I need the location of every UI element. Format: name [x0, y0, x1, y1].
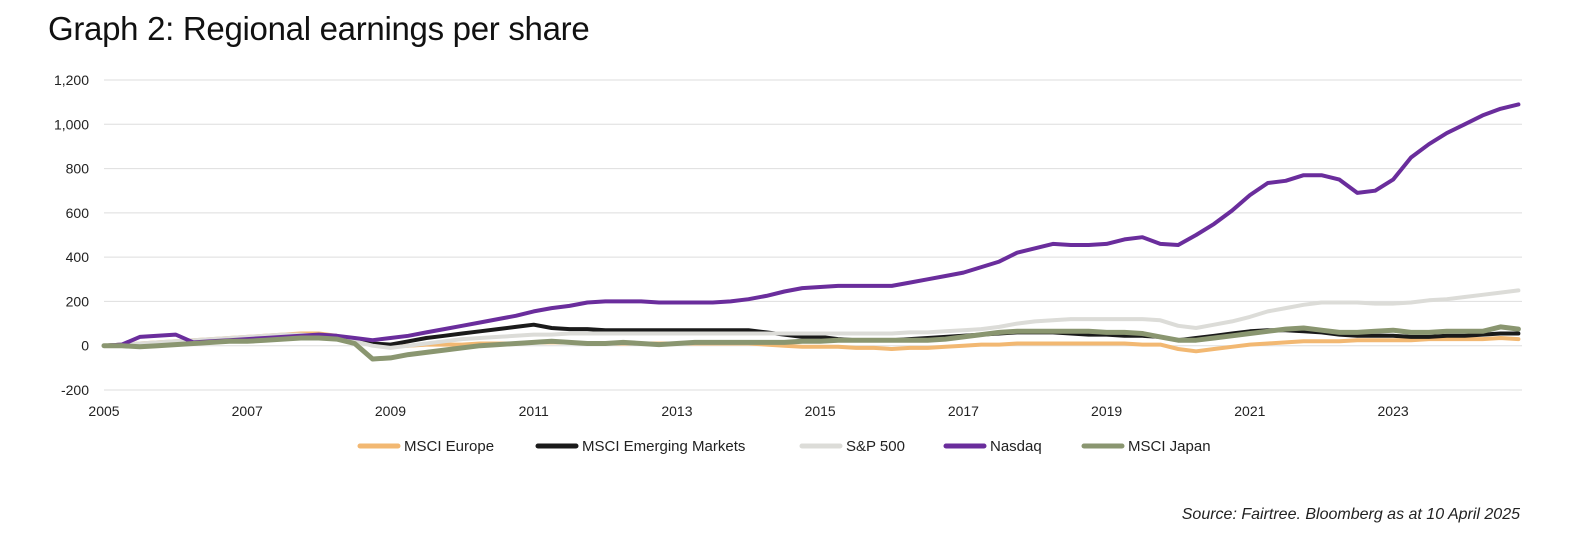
- y-tick-label: 800: [66, 161, 90, 177]
- y-axis: -200 0 200 400 600 800 1,000 1,200: [54, 72, 89, 398]
- x-tick-label: 2023: [1378, 403, 1409, 419]
- y-tick-label: 0: [81, 338, 89, 354]
- x-tick-label: 2017: [948, 403, 979, 419]
- x-tick-label: 2009: [375, 403, 406, 419]
- legend-label: MSCI Japan: [1128, 438, 1211, 455]
- legend-label: S&P 500: [846, 438, 905, 455]
- legend-item-msci-japan: MSCI Japan: [1081, 438, 1211, 455]
- series-group: [101, 102, 1521, 362]
- x-tick-label: 2019: [1091, 403, 1122, 419]
- x-tick-label: 2013: [661, 403, 692, 419]
- legend-label: MSCI Europe: [404, 438, 494, 455]
- y-tick-label: 200: [66, 293, 90, 309]
- y-tick-label: 1,000: [54, 116, 89, 132]
- legend-item-msci-europe: MSCI Europe: [357, 438, 494, 455]
- legend: MSCI Europe MSCI Emerging Markets S&P 500 N…: [357, 438, 1211, 455]
- chart-title: Graph 2: Regional earnings per share: [48, 10, 590, 47]
- series-line-nasdaq: [102, 102, 1521, 348]
- x-tick-label: 2011: [519, 403, 549, 419]
- legend-label: Nasdaq: [990, 438, 1042, 455]
- legend-item-nasdaq: Nasdaq: [943, 438, 1042, 455]
- y-tick-label: 1,200: [54, 72, 89, 88]
- legend-item-msci-emerging-markets: MSCI Emerging Markets: [535, 438, 745, 455]
- x-tick-label: 2007: [232, 403, 263, 419]
- x-axis: 2005 2007 2009 2011 2013 2015 2017 2019 2021 2023: [88, 403, 1408, 419]
- legend-item-s-p-500: S&P 500: [799, 438, 905, 455]
- x-tick-label: 2005: [88, 403, 119, 419]
- series-line-msci-japan: [101, 324, 1521, 362]
- y-tick-label: -200: [61, 382, 89, 398]
- y-tick-label: 400: [66, 249, 90, 265]
- legend-label: MSCI Emerging Markets: [582, 438, 745, 455]
- x-tick-label: 2015: [805, 403, 836, 419]
- x-tick-label: 2021: [1234, 403, 1265, 419]
- source-note: Source: Fairtree. Bloomberg as at 10 Apr…: [1181, 506, 1520, 523]
- y-tick-label: 600: [66, 205, 90, 221]
